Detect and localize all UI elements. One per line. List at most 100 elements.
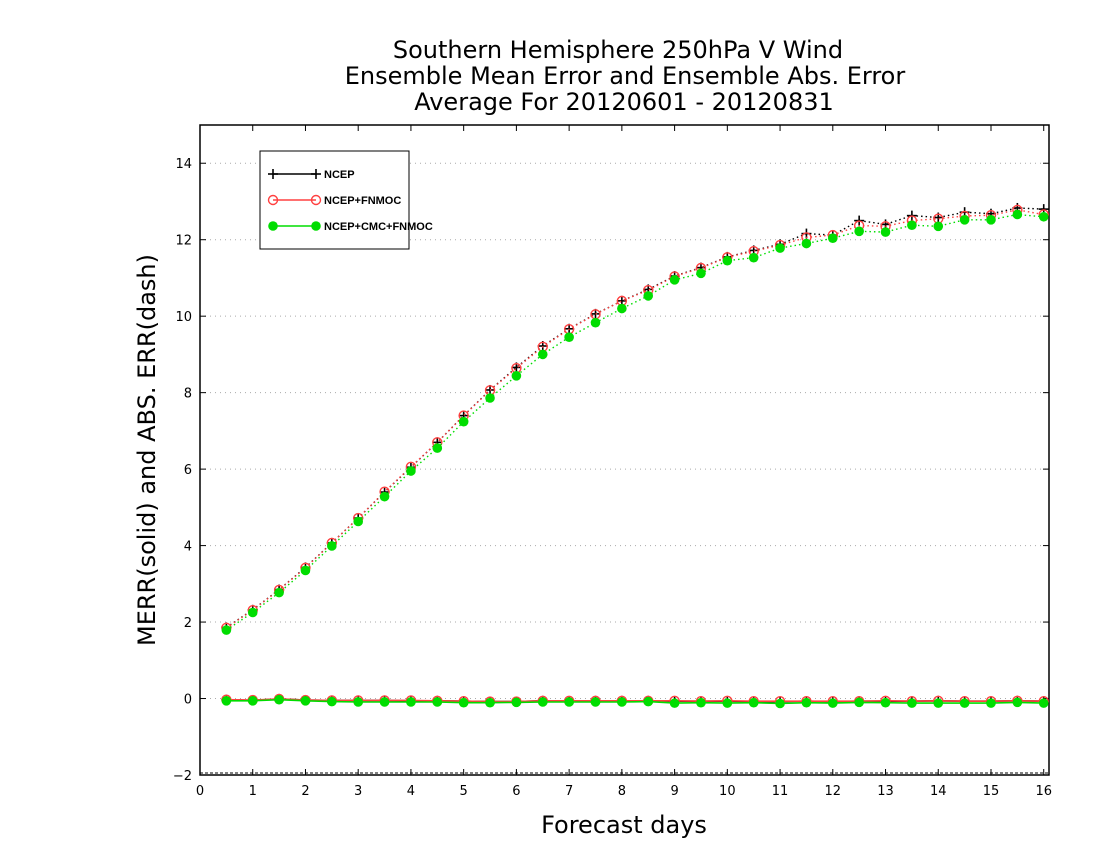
x-tick-label: 0 [196, 784, 204, 799]
mean-error-point [669, 698, 680, 708]
x-tick-label: 2 [301, 784, 309, 799]
abs-error-point [696, 268, 706, 279]
legend-label: NCEP [324, 169, 355, 181]
x-tick-label: 3 [354, 784, 362, 799]
legend-label: NCEP+FNMOC [324, 195, 401, 207]
abs-error-point [907, 220, 917, 230]
legend-entry: NCEP+FNMOC [267, 194, 401, 207]
abs-error-point [1012, 209, 1023, 220]
abs-error-point [643, 291, 654, 301]
mean-error-point [379, 697, 390, 707]
x-tick-label: 7 [565, 784, 573, 799]
mean-error-point [827, 698, 838, 708]
x-axis-label: Forecast days [541, 811, 707, 839]
abs-error-point [801, 238, 812, 249]
abs-error-point [353, 516, 363, 527]
abs-error-point [300, 565, 311, 576]
mean-error-point [300, 696, 311, 706]
legend: NCEP NCEP+FNMOC NCEP+CMC+FNMOC [259, 150, 433, 250]
mean-error-point [406, 697, 416, 707]
mean-error-point [1038, 698, 1049, 708]
abs-error-point [274, 587, 284, 598]
abs-error-line [226, 213, 1044, 631]
plot-frame [199, 124, 1050, 776]
x-tick-label: 6 [512, 784, 520, 799]
legend-marker [310, 194, 322, 206]
legend-label: NCEP+CMC+FNMOC [324, 221, 433, 233]
legend-marker [268, 169, 278, 179]
x-tick-label: 1 [249, 784, 257, 799]
mean-error-point [485, 697, 495, 708]
x-tick-label: 8 [618, 784, 626, 799]
abs-error-point [564, 332, 574, 343]
mean-error-point [458, 697, 469, 708]
mean-error-point [880, 697, 891, 708]
x-tick-label: 14 [930, 784, 947, 799]
mean-error-point [353, 697, 363, 707]
abs-error-point [511, 371, 522, 381]
y-tick-label: 10 [175, 310, 192, 325]
y-tick-label: 2 [184, 616, 192, 631]
abs-error-point [406, 466, 416, 476]
abs-error-point [432, 443, 443, 453]
mean-error-point [907, 698, 917, 708]
mean-error-point [933, 698, 944, 708]
abs-error-point [221, 625, 232, 635]
series-ncep [221, 202, 1049, 707]
mean-error-point [274, 694, 284, 705]
x-tick-label: 13 [877, 784, 894, 799]
chart-title-line-2: Ensemble Mean Error and Ensemble Abs. Er… [345, 62, 906, 90]
abs-error-point [590, 308, 601, 319]
y-tick-label: 14 [175, 157, 192, 172]
abs-error-point [986, 215, 996, 225]
y-tick-label: −2 [173, 769, 192, 784]
legend-marker [311, 169, 321, 179]
abs-error-point [247, 607, 258, 618]
mean-error-point [722, 698, 733, 708]
abs-error-line [226, 207, 1044, 628]
mean-error-point [854, 697, 864, 708]
abs-error-line [226, 209, 1044, 629]
mean-error-point [432, 697, 443, 707]
abs-error-point [827, 233, 838, 243]
mean-error-point [748, 697, 759, 708]
abs-error-point [458, 416, 469, 427]
abs-error-point [1038, 211, 1049, 222]
mean-error-point [696, 697, 706, 708]
y-tick-label: 0 [184, 693, 192, 708]
mean-error-point [590, 697, 601, 707]
chart-title-line-1: Southern Hemisphere 250hPa V Wind [393, 36, 843, 64]
mean-error-point [564, 697, 574, 707]
gridlines [200, 162, 1049, 774]
chart-title: Southern Hemisphere 250hPa V Wind Ensemb… [345, 36, 906, 116]
abs-error-point [327, 541, 337, 551]
abs-error-point [485, 393, 495, 403]
abs-error-point [854, 226, 864, 237]
mean-error-point [511, 697, 522, 708]
abs-error-point [379, 491, 390, 502]
y-tick-label: 4 [184, 540, 192, 555]
y-tick-label: 12 [175, 234, 192, 249]
series-ncep-fnmoc [221, 204, 1049, 707]
abs-error-point [880, 227, 891, 237]
y-tick-label: 8 [184, 387, 192, 402]
x-tick-label: 15 [983, 784, 1000, 799]
mean-error-point [801, 697, 812, 708]
x-tick-label: 10 [719, 784, 736, 799]
abs-error-point [933, 221, 944, 232]
x-tick-label: 5 [460, 784, 468, 799]
y-tick-label: 6 [184, 463, 192, 478]
x-tick-label: 16 [1035, 784, 1052, 799]
mean-error-point [986, 698, 996, 708]
mean-error-point [959, 698, 970, 708]
series-layer [221, 202, 1049, 709]
legend-entry: NCEP [268, 169, 355, 181]
abs-error-point [537, 349, 548, 360]
legend-entry: NCEP+CMC+FNMOC [268, 221, 433, 233]
mean-error-point [617, 697, 627, 707]
abs-error-point [722, 255, 733, 266]
mean-error-point [1012, 697, 1023, 708]
abs-error-point [959, 215, 970, 225]
